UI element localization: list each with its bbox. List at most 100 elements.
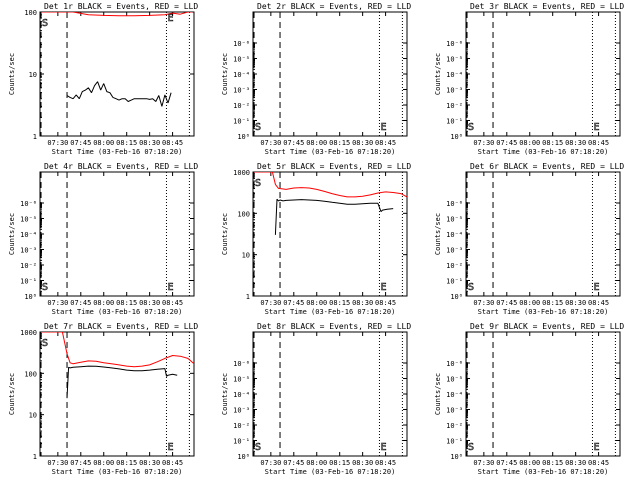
y-tick-label: 10⁻² [20,262,37,270]
x-tick-label: 08:45 [375,459,396,467]
x-tick-label: 07:30 [473,459,494,467]
start-marker: S [255,442,261,453]
end-marker: E [167,442,173,453]
y-tick-label: 10⁻⁴ [446,71,463,79]
y-tick-label: 10⁻⁶ [233,40,250,48]
x-axis-label: Start Time (03-Feb-16 07:18:20) [478,468,609,476]
chart-title-detector: Det 9r [470,322,499,331]
x-tick-label: 08:30 [139,299,160,307]
x-tick-label: 08:45 [162,139,183,147]
plot-frame [39,331,195,457]
y-tick-label: 10⁻⁶ [446,40,463,48]
x-axis-label: Start Time (03-Feb-16 07:18:20) [52,308,183,316]
y-tick-label: 10⁻³ [233,87,250,95]
plot-frame [39,171,195,297]
y-tick-label: 1 [246,293,250,301]
y-tick-label: 10⁰ [450,133,463,141]
chart-title-suffix: BLACK = Events, RED = LLD [504,162,625,171]
y-axis-label: Counts/sec [8,53,16,95]
x-axis-label: Start Time (03-Feb-16 07:18:20) [478,148,609,156]
chart-title-detector: Det 7r [44,322,73,331]
x-tick-label: 08:30 [352,459,373,467]
y-tick-label: 10⁻² [446,262,463,270]
y-tick-label: 10⁻¹ [233,118,250,126]
chart-title-suffix: BLACK = Events, RED = LLD [78,162,199,171]
x-tick-label: 08:45 [375,139,396,147]
end-marker: E [593,442,599,453]
y-tick-label: 10⁻¹ [446,278,463,286]
y-tick-label: 10⁻¹ [20,278,37,286]
x-tick-label: 07:30 [47,459,68,467]
end-marker: E [380,282,386,293]
chart-panel-6: Det 6r BLACK = Events, RED = LLD 10⁰ 10⁻¹ 1… [434,162,624,316]
chart-title-suffix: BLACK = Events, RED = LLD [504,322,625,331]
series-line-events [66,81,172,107]
y-tick-label: 10⁻² [446,422,463,430]
y-axis-label: Counts/sec [221,213,229,255]
y-tick-label: 10⁻² [446,102,463,110]
y-tick-label: 10⁻³ [446,407,463,415]
start-marker: S [468,122,474,133]
y-axis-label: Counts/sec [221,53,229,95]
y-tick-label: 10⁰ [450,453,463,461]
x-tick-label: 08:00 [306,299,327,307]
x-tick-label: 08:00 [93,299,114,307]
x-tick-label: 07:45 [70,299,91,307]
chart-panel-5: Det 5r BLACK = Events, RED = LLD 1 10 100 10… [221,162,411,316]
x-tick-label: 07:45 [283,299,304,307]
chart-title-suffix: BLACK = Events, RED = LLD [78,322,199,331]
x-tick-label: 08:00 [519,139,540,147]
x-tick-label: 07:30 [260,139,281,147]
series-line-lld [41,332,194,368]
plot-frame [465,11,621,137]
y-tick-label: 1000 [20,329,37,337]
y-tick-label: 10⁻¹ [446,438,463,446]
x-tick-label: 07:45 [283,459,304,467]
y-tick-label: 10⁻⁵ [20,216,37,224]
series-group [254,172,407,235]
x-tick-label: 08:15 [329,459,350,467]
x-tick-label: 08:45 [588,459,609,467]
y-tick-label: 10⁰ [237,453,250,461]
x-tick-label: 08:15 [116,139,137,147]
x-tick-label: 08:15 [542,299,563,307]
start-marker: S [42,282,48,293]
y-axis-label: Counts/sec [434,213,442,255]
x-tick-label: 08:45 [162,299,183,307]
x-tick-label: 08:00 [93,459,114,467]
x-tick-label: 07:30 [47,299,68,307]
x-axis-label: Start Time (03-Feb-16 07:18:20) [52,468,183,476]
x-tick-label: 08:45 [588,299,609,307]
chart-panel-7: Det 7r BLACK = Events, RED = LLD 1 10 100 10… [8,322,198,476]
y-tick-label: 10⁻⁴ [446,391,463,399]
x-tick-label: 07:30 [47,139,68,147]
chart-panel-9: Det 9r BLACK = Events, RED = LLD 10⁰ 10⁻¹ 1… [434,322,624,476]
chart-panel-2: Det 2r BLACK = Events, RED = LLD 10⁰ 10⁻¹ 1… [221,2,411,156]
x-tick-label: 07:30 [260,459,281,467]
chart-title: Det 5r BLACK = Events, RED = LLD [257,162,411,171]
y-axis-label: Counts/sec [8,373,16,415]
y-tick-label: 10⁻⁴ [20,231,37,239]
y-tick-label: 10⁻⁴ [233,71,250,79]
x-tick-label: 08:15 [116,459,137,467]
chart-title: Det 8r BLACK = Events, RED = LLD [257,322,411,331]
x-axis-label: Start Time (03-Feb-16 07:18:20) [478,308,609,316]
y-tick-label: 10⁻⁶ [446,360,463,368]
x-tick-label: 07:30 [473,299,494,307]
chart-title: Det 4r BLACK = Events, RED = LLD [44,162,198,171]
end-marker: E [380,122,386,133]
chart-title-suffix: BLACK = Events, RED = LLD [291,162,412,171]
y-tick-label: 10⁻³ [233,407,250,415]
x-axis-label: Start Time (03-Feb-16 07:18:20) [52,148,183,156]
x-tick-label: 07:45 [496,459,517,467]
x-tick-label: 08:30 [352,299,373,307]
plot-frame [252,11,408,137]
plot-frame [39,11,195,137]
x-tick-label: 07:45 [283,139,304,147]
x-tick-label: 07:30 [473,139,494,147]
y-tick-label: 10⁻⁵ [446,56,463,64]
x-tick-label: 08:00 [519,299,540,307]
x-tick-label: 07:45 [496,139,517,147]
chart-title: Det 6r BLACK = Events, RED = LLD [470,162,624,171]
